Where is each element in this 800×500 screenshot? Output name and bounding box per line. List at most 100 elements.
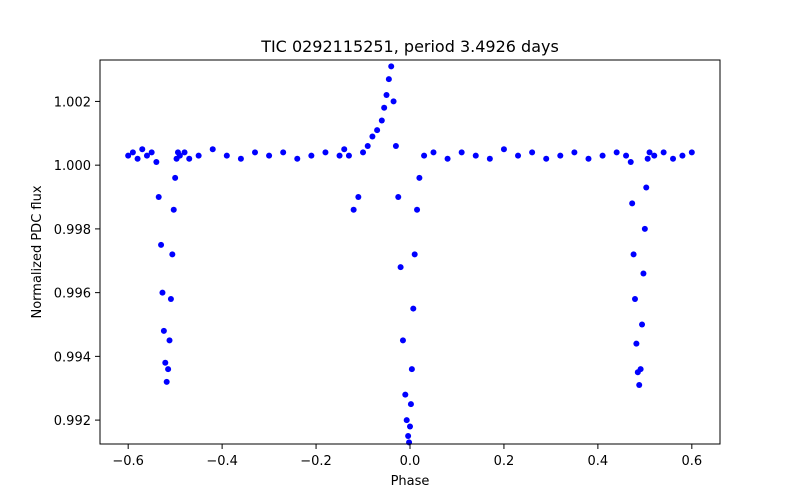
data-point (408, 366, 415, 373)
data-point (169, 251, 176, 258)
data-point (125, 152, 132, 159)
data-point (350, 206, 357, 213)
data-point (388, 63, 395, 70)
data-point (155, 194, 162, 201)
scatter-points (125, 63, 695, 446)
data-point (345, 152, 352, 159)
data-point (629, 200, 636, 207)
data-point (402, 391, 409, 398)
data-point (637, 366, 644, 373)
data-point (181, 149, 188, 156)
data-point (646, 149, 653, 156)
data-point (341, 146, 348, 153)
data-point (630, 251, 637, 258)
data-point (374, 127, 381, 134)
data-point (679, 152, 686, 159)
y-tick-label: 0.998 (54, 223, 91, 238)
data-point (252, 149, 258, 156)
data-point (405, 433, 412, 440)
chart-title: TIC 0292115251, period 3.4926 days (260, 37, 559, 56)
x-tick-label: 0.2 (494, 454, 515, 469)
data-point (383, 92, 390, 99)
data-point (430, 149, 437, 156)
data-point (378, 117, 385, 124)
data-point (599, 152, 606, 159)
data-point (643, 184, 650, 191)
data-point (308, 152, 315, 159)
data-point (148, 149, 155, 156)
data-point (486, 155, 493, 162)
data-point (472, 152, 479, 159)
data-point (688, 149, 695, 156)
data-point (223, 152, 230, 159)
y-axis-title: Normalized PDC flux (30, 185, 45, 318)
data-point (167, 296, 174, 303)
data-point (385, 76, 392, 83)
data-point (644, 155, 651, 162)
y-tick-label: 1.000 (54, 159, 91, 174)
data-point (163, 378, 170, 385)
data-point (407, 423, 413, 430)
x-tick-label: −0.6 (112, 454, 144, 469)
data-point (627, 158, 634, 165)
data-point (410, 305, 417, 312)
data-point (355, 194, 362, 201)
data-point (186, 155, 193, 162)
x-tick-label: 0.6 (681, 454, 702, 469)
data-point (129, 149, 136, 156)
data-point (134, 155, 141, 162)
data-point (613, 149, 620, 156)
data-point (399, 337, 406, 344)
x-axis-ticks: −0.6 −0.4 −0.2 0.0 0.2 0.4 0.6 (112, 444, 702, 469)
data-point (444, 155, 451, 162)
data-point (633, 340, 640, 347)
data-point (165, 366, 172, 373)
data-point (159, 289, 166, 296)
x-tick-label: −0.4 (206, 454, 238, 469)
data-point (162, 359, 169, 366)
data-point (280, 149, 287, 156)
data-point (411, 251, 418, 258)
data-point (557, 152, 564, 159)
data-point (395, 194, 402, 201)
data-point (407, 401, 414, 408)
data-point (421, 152, 428, 159)
data-point (369, 133, 376, 140)
x-tick-label: −0.2 (300, 454, 332, 469)
data-point (631, 296, 638, 303)
data-point (160, 327, 167, 334)
data-point (585, 155, 592, 162)
data-point (543, 155, 550, 162)
data-point (640, 270, 647, 277)
data-point (651, 152, 658, 159)
data-point (360, 149, 367, 156)
data-point (158, 241, 165, 248)
data-point (641, 225, 648, 232)
x-tick-label: 0.0 (400, 454, 421, 469)
data-point (390, 98, 397, 105)
y-tick-label: 0.994 (54, 350, 91, 365)
data-point (143, 152, 150, 159)
data-point (403, 417, 410, 424)
plot-area-frame (99, 59, 721, 445)
data-point (170, 206, 177, 213)
y-tick-label: 1.002 (54, 95, 91, 110)
data-point (500, 146, 507, 153)
data-point (515, 152, 522, 159)
data-point (458, 149, 465, 156)
data-point (670, 155, 677, 162)
data-point (529, 149, 536, 156)
data-point (392, 143, 399, 150)
data-point (166, 337, 173, 344)
data-point (176, 152, 183, 159)
data-point (322, 149, 329, 156)
data-point (172, 174, 179, 181)
data-point (381, 104, 388, 111)
data-point (636, 382, 643, 389)
data-point (336, 152, 343, 159)
data-point (639, 321, 646, 328)
data-point (266, 152, 273, 159)
x-tick-label: 0.4 (588, 454, 609, 469)
